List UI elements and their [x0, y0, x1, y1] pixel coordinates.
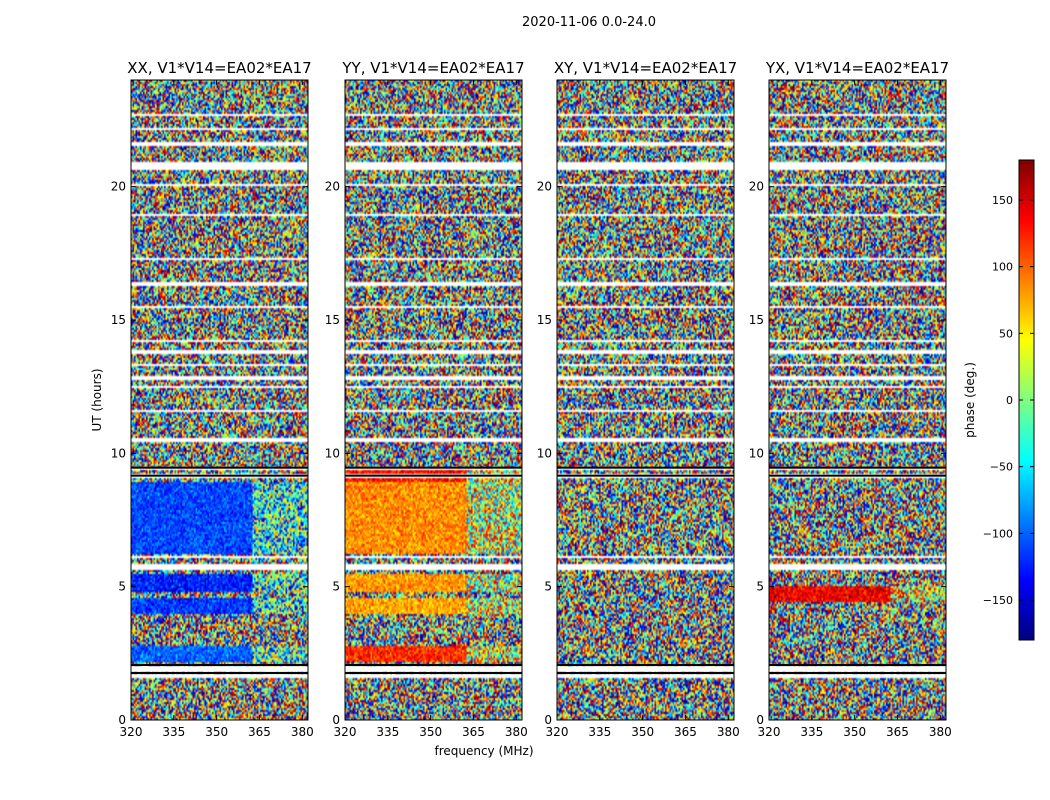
y-tick-label: 10 — [325, 446, 340, 460]
panel-4: YX, V1*V14=EA02*EA17 320 335 350 365 380 0 5 10 1… — [749, 59, 952, 739]
panel-frame — [556, 79, 735, 721]
y-tick-label: 20 — [325, 180, 340, 194]
y-tick-label: 5 — [332, 580, 340, 594]
y-tick-label: 5 — [756, 580, 764, 594]
panel-2: YY, V1*V14=EA02*EA17 320 335 350 365 380 0 5 10 1… — [325, 59, 528, 739]
colorbar-tick-label: 0 — [1006, 394, 1013, 407]
flag-line — [557, 672, 734, 674]
flag-line — [345, 474, 522, 477]
panel-title: YX, V1*V14=EA02*EA17 — [765, 59, 949, 77]
y-tick-label: 20 — [749, 180, 764, 194]
x-tick-label: 380 — [929, 725, 952, 739]
x-tick-label: 380 — [505, 725, 528, 739]
panel-frame — [130, 79, 309, 721]
flag-line — [769, 664, 946, 666]
y-tick-label: 0 — [332, 713, 340, 727]
flag-line — [557, 664, 734, 666]
flag-line — [769, 474, 946, 477]
panel-title: XY, V1*V14=EA02*EA17 — [554, 59, 737, 77]
flag-line — [131, 466, 308, 469]
colorbar-label: phase (deg.) — [963, 362, 977, 438]
flag-line — [131, 672, 308, 674]
x-tick-label: 335 — [800, 725, 823, 739]
y-tick-label: 15 — [111, 313, 126, 327]
y-tick-label: 15 — [749, 313, 764, 327]
y-tick-label: 10 — [537, 446, 552, 460]
colorbar-tick-label: −50 — [990, 461, 1013, 474]
flag-line — [345, 466, 522, 469]
figure-title: 2020-11-06 0.0-24.0 — [522, 15, 656, 30]
panel-frame — [768, 79, 947, 721]
panel-1: XX, V1*V14=EA02*EA17 320 335 350 365 380 0 5 10 1… — [111, 59, 314, 739]
y-tick-label: 0 — [756, 713, 764, 727]
x-tick-label: 365 — [462, 725, 485, 739]
x-tick-label: 350 — [419, 725, 442, 739]
x-tick-label: 320 — [758, 725, 781, 739]
y-tick-label: 5 — [118, 580, 126, 594]
x-tick-label: 350 — [205, 725, 228, 739]
y-tick-label: 5 — [544, 580, 552, 594]
flag-line — [131, 664, 308, 666]
flag-line — [557, 474, 734, 477]
x-tick-label: 350 — [631, 725, 654, 739]
x-tick-label: 380 — [291, 725, 314, 739]
x-tick-label: 335 — [376, 725, 399, 739]
flag-line — [345, 664, 522, 666]
panels-group: XX, V1*V14=EA02*EA17 320 335 350 365 380 0 5 10 1… — [111, 59, 952, 739]
y-tick-label: 20 — [537, 180, 552, 194]
y-tick-label: 0 — [118, 713, 126, 727]
colorbar: 150 100 50 0 −50 −100 −150 phase (deg.) — [963, 159, 1035, 641]
x-tick-label: 335 — [588, 725, 611, 739]
x-tick-label: 350 — [843, 725, 866, 739]
panel-title: XX, V1*V14=EA02*EA17 — [127, 59, 311, 77]
panel-frame — [344, 79, 523, 721]
x-tick-label: 365 — [886, 725, 909, 739]
y-tick-label: 20 — [111, 180, 126, 194]
colorbar-tick-label: −100 — [983, 527, 1013, 540]
y-axis-label: UT (hours) — [90, 368, 104, 431]
flag-line — [769, 672, 946, 674]
x-tick-label: 365 — [248, 725, 271, 739]
y-tick-label: 15 — [325, 313, 340, 327]
panel-title: YY, V1*V14=EA02*EA17 — [341, 59, 524, 77]
flag-line — [131, 474, 308, 477]
y-tick-label: 0 — [544, 713, 552, 727]
phase-heatmap — [131, 80, 308, 720]
colorbar-tick-label: 50 — [999, 327, 1013, 340]
y-tick-label: 15 — [537, 313, 552, 327]
flag-line — [345, 672, 522, 674]
phase-heatmap — [769, 80, 946, 720]
x-tick-label: 320 — [334, 725, 357, 739]
x-tick-label: 380 — [717, 725, 740, 739]
y-tick-label: 10 — [111, 446, 126, 460]
flag-line — [557, 466, 734, 469]
x-tick-label: 335 — [162, 725, 185, 739]
x-tick-label: 320 — [120, 725, 143, 739]
x-axis-label: frequency (MHz) — [434, 744, 533, 758]
x-tick-label: 320 — [546, 725, 569, 739]
flag-line — [769, 466, 946, 469]
colorbar-tick-label: 150 — [992, 194, 1013, 207]
y-tick-label: 10 — [749, 446, 764, 460]
phase-heatmap — [557, 80, 734, 720]
phase-heatmap — [345, 80, 522, 720]
colorbar-tick-label: 100 — [992, 261, 1013, 274]
x-tick-label: 365 — [674, 725, 697, 739]
colorbar-tick-label: −150 — [983, 594, 1013, 607]
panel-3: XY, V1*V14=EA02*EA17 320 335 350 365 380 0 5 10 1… — [537, 59, 740, 739]
